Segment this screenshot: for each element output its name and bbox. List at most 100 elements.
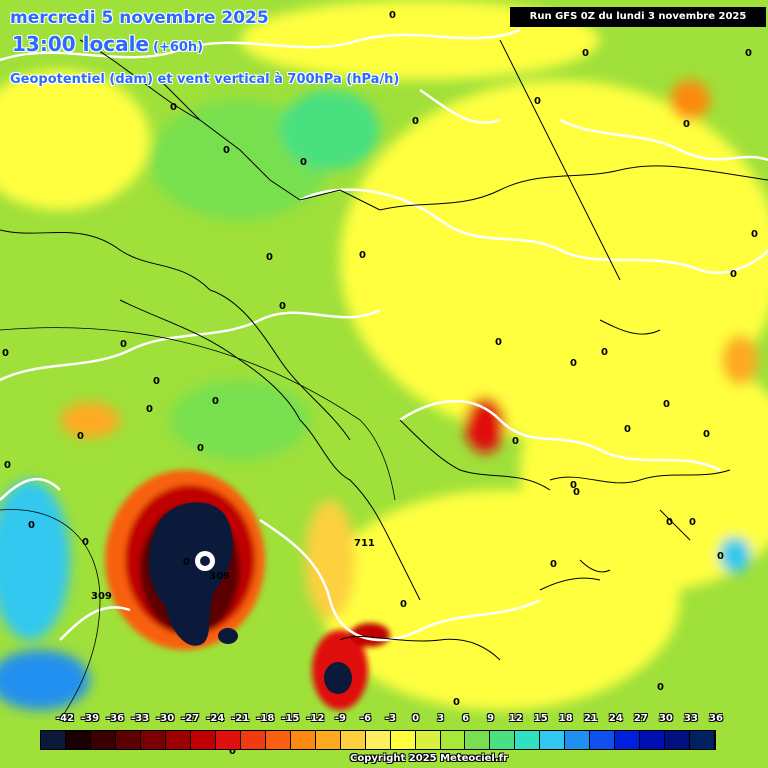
legend-tick-label: -30 [156, 713, 175, 724]
legend-tick-label: 0 [412, 713, 420, 724]
contour-label: 0 [689, 517, 696, 528]
contour-label: 0 [582, 48, 589, 59]
latitude-circles [0, 327, 396, 721]
legend-swatch [415, 731, 441, 749]
contour-label: 0 [624, 424, 631, 435]
legend-swatch [440, 731, 466, 749]
legend-swatch [240, 731, 266, 749]
legend-swatch [540, 731, 566, 749]
legend-swatch [290, 731, 316, 749]
contour-label: 0 [389, 10, 396, 21]
contour-label: 0 [663, 399, 670, 410]
contour-label: 0 [4, 460, 11, 471]
contour-label: 0 [400, 599, 407, 610]
contour-label: 0 [751, 229, 758, 240]
legend-swatch [41, 731, 66, 749]
legend-tick-label: 12 [508, 713, 523, 724]
legend-tick-label: 15 [533, 713, 548, 724]
contour-label: 0 [453, 697, 460, 708]
legend-tick-label: -18 [256, 713, 275, 724]
contour-label: 0 [170, 102, 177, 113]
legend-tick-label: -9 [334, 713, 346, 724]
legend-tick-label: -6 [359, 713, 372, 724]
legend-labels: -42 -39 -36 -33 -30 -27 -24 -21 -18 -15 -12 -9 -6 -3 0… [0, 713, 768, 727]
legend-swatch [490, 731, 516, 749]
local-time: 13:00 locale [12, 32, 149, 56]
legend-tick-label: 3 [437, 713, 445, 724]
forecast-time: 13:00 locale (+60h) [12, 32, 203, 56]
legend-swatch [115, 731, 141, 749]
contour-label: 0 [717, 551, 724, 562]
contour-label: 0 [359, 250, 366, 261]
legend-swatch [190, 731, 216, 749]
contour-label: 0 [570, 358, 577, 369]
legend-swatch [590, 731, 616, 749]
legend-swatch [315, 731, 341, 749]
contour-label: 309 [209, 571, 230, 582]
contour-label: 0 [745, 48, 752, 59]
contour-label: 0 [601, 347, 608, 358]
legend-tick-label: 30 [658, 713, 673, 724]
legend-swatch [690, 731, 716, 749]
legend-tick-label: 9 [487, 713, 495, 724]
legend-swatch [640, 731, 666, 749]
legend-swatch [390, 731, 416, 749]
contour-label: 309 [91, 591, 112, 602]
contour-label: 0 [666, 517, 673, 528]
legend-tick-label: -33 [131, 713, 150, 724]
contour-label: 0 [82, 537, 89, 548]
contour-label: 0 [212, 396, 219, 407]
legend-swatch [340, 731, 366, 749]
contour-label: 711 [354, 538, 375, 549]
legend-tick-label: -3 [384, 713, 397, 724]
legend-swatch [265, 731, 291, 749]
legend-tick-label: 6 [462, 713, 470, 724]
contour-label: 0 [120, 339, 127, 350]
forecast-date: mercredi 5 novembre 2025 [10, 8, 269, 28]
legend-swatch [465, 731, 491, 749]
legend-tick-label: 24 [608, 713, 623, 724]
contour-label: 0 [183, 557, 190, 568]
legend-tick-label: 33 [683, 713, 698, 724]
legend-tick-label: -36 [106, 713, 125, 724]
contour-label: 0 [300, 157, 307, 168]
legend-swatch [165, 731, 191, 749]
legend-swatch [515, 731, 541, 749]
vertical-wind-field [0, 0, 768, 710]
contour-label: 0 [683, 119, 690, 130]
legend-tick-label: -42 [55, 713, 75, 724]
legend-swatch [365, 731, 391, 749]
contour-label: 0 [28, 520, 35, 531]
contour-label: 0 [229, 746, 236, 757]
contour-label: 0 [197, 443, 204, 454]
zero-contours [0, 28, 768, 642]
copyright: Copyright 2025 Meteociel.fr [350, 753, 508, 764]
legend-tick-label: 36 [709, 713, 723, 724]
contour-label: 0 [703, 429, 710, 440]
lead-time: (+60h) [153, 40, 204, 55]
legend-swatch [65, 731, 91, 749]
legend-tick-label: -15 [281, 713, 300, 724]
contour-label: 0 [512, 436, 519, 447]
legend-tick-label: -39 [81, 713, 100, 724]
legend-tick-label: 27 [633, 713, 648, 724]
contour-label: 0 [495, 337, 502, 348]
contour-label: 0 [730, 269, 737, 280]
legend-tick-label: 21 [583, 713, 598, 724]
contour-label: 0 [550, 559, 557, 570]
run-info: Run GFS 0Z du lundi 3 novembre 2025 [510, 7, 766, 27]
legend-swatch [565, 731, 591, 749]
legend-swatch [140, 731, 166, 749]
legend-tick-label: -27 [181, 713, 200, 724]
contour-label: 0 [2, 348, 9, 359]
legend-swatch [215, 731, 241, 749]
legend-swatch [615, 731, 641, 749]
contour-label: 0 [146, 404, 153, 415]
parameter-title: Geopotentiel (dam) et vent vertical à 70… [10, 72, 400, 87]
contour-label: 0 [266, 252, 273, 263]
legend-tick-label: -21 [231, 713, 250, 724]
legend-colorbar [40, 730, 716, 750]
contour-label: 0 [534, 96, 541, 107]
legend-tick-label: 18 [558, 713, 573, 724]
